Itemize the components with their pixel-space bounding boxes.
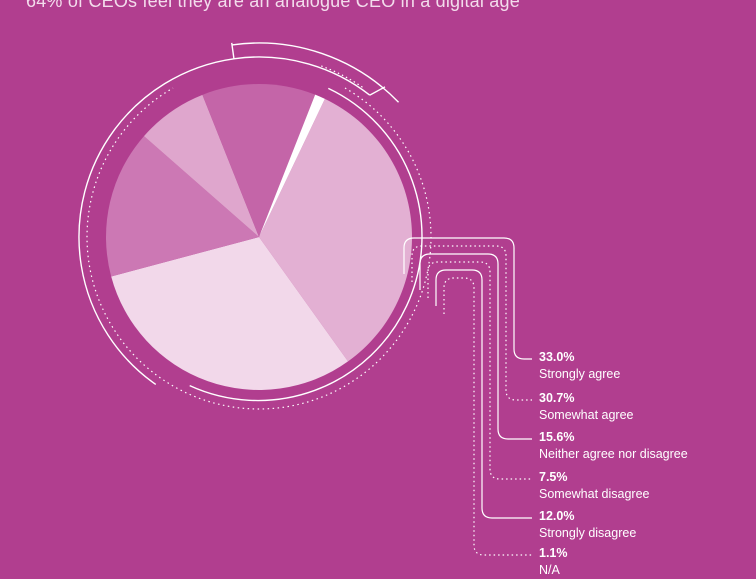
legend-value: 33.0% bbox=[539, 350, 575, 364]
chart-title: 64% of CEOs feel they are an analogue CE… bbox=[26, 0, 520, 11]
legend-connectors bbox=[403, 237, 532, 556]
legend-connector-5 bbox=[443, 277, 532, 556]
legend-item: 15.6% Neither agree nor disagree bbox=[539, 429, 688, 463]
frame-tick bbox=[369, 86, 386, 96]
inner-ring-arc bbox=[189, 87, 423, 402]
outer-ring-arc bbox=[78, 56, 371, 386]
pie-slice-1 bbox=[111, 237, 349, 390]
legend-label: Strongly disagree bbox=[539, 526, 637, 540]
legend-connector-2 bbox=[419, 253, 532, 440]
legend-connector-4 bbox=[435, 269, 532, 519]
legend-value: 7.5% bbox=[539, 470, 568, 484]
decorative-rings bbox=[78, 42, 432, 410]
legend-value: 30.7% bbox=[539, 391, 575, 405]
legend-connector-1 bbox=[411, 245, 532, 401]
pie-slice-0 bbox=[259, 98, 412, 362]
outer-frame-arc bbox=[231, 42, 400, 103]
legend-label: Somewhat agree bbox=[539, 408, 634, 422]
legend-value: 15.6% bbox=[539, 430, 575, 444]
legend-item: 7.5% Somewhat disagree bbox=[539, 469, 649, 503]
legend-label: Neither agree nor disagree bbox=[539, 447, 688, 461]
legend-label: Somewhat disagree bbox=[539, 487, 650, 501]
legend-value: 12.0% bbox=[539, 509, 575, 523]
legend-connector-0 bbox=[403, 237, 532, 360]
dotted-frame-arc bbox=[321, 65, 364, 89]
pie-slice-2 bbox=[106, 136, 259, 277]
pie-chart bbox=[78, 42, 532, 556]
legend-label: Strongly agree bbox=[539, 367, 621, 381]
legend-item: 33.0% Strongly agree bbox=[539, 349, 620, 383]
legend-item: 1.1% N/A bbox=[539, 545, 568, 579]
legend-item: 12.0% Strongly disagree bbox=[539, 508, 636, 542]
pie-slices bbox=[106, 84, 412, 390]
pie-slice-5 bbox=[259, 94, 325, 238]
pie-slice-4 bbox=[202, 84, 316, 238]
pie-slice-3 bbox=[144, 94, 259, 237]
frame-tick bbox=[231, 42, 235, 59]
legend-label: N/A bbox=[539, 563, 560, 577]
legend-item: 30.7% Somewhat agree bbox=[539, 390, 634, 424]
legend-value: 1.1% bbox=[539, 546, 568, 560]
dotted-ring-arc bbox=[86, 87, 432, 410]
